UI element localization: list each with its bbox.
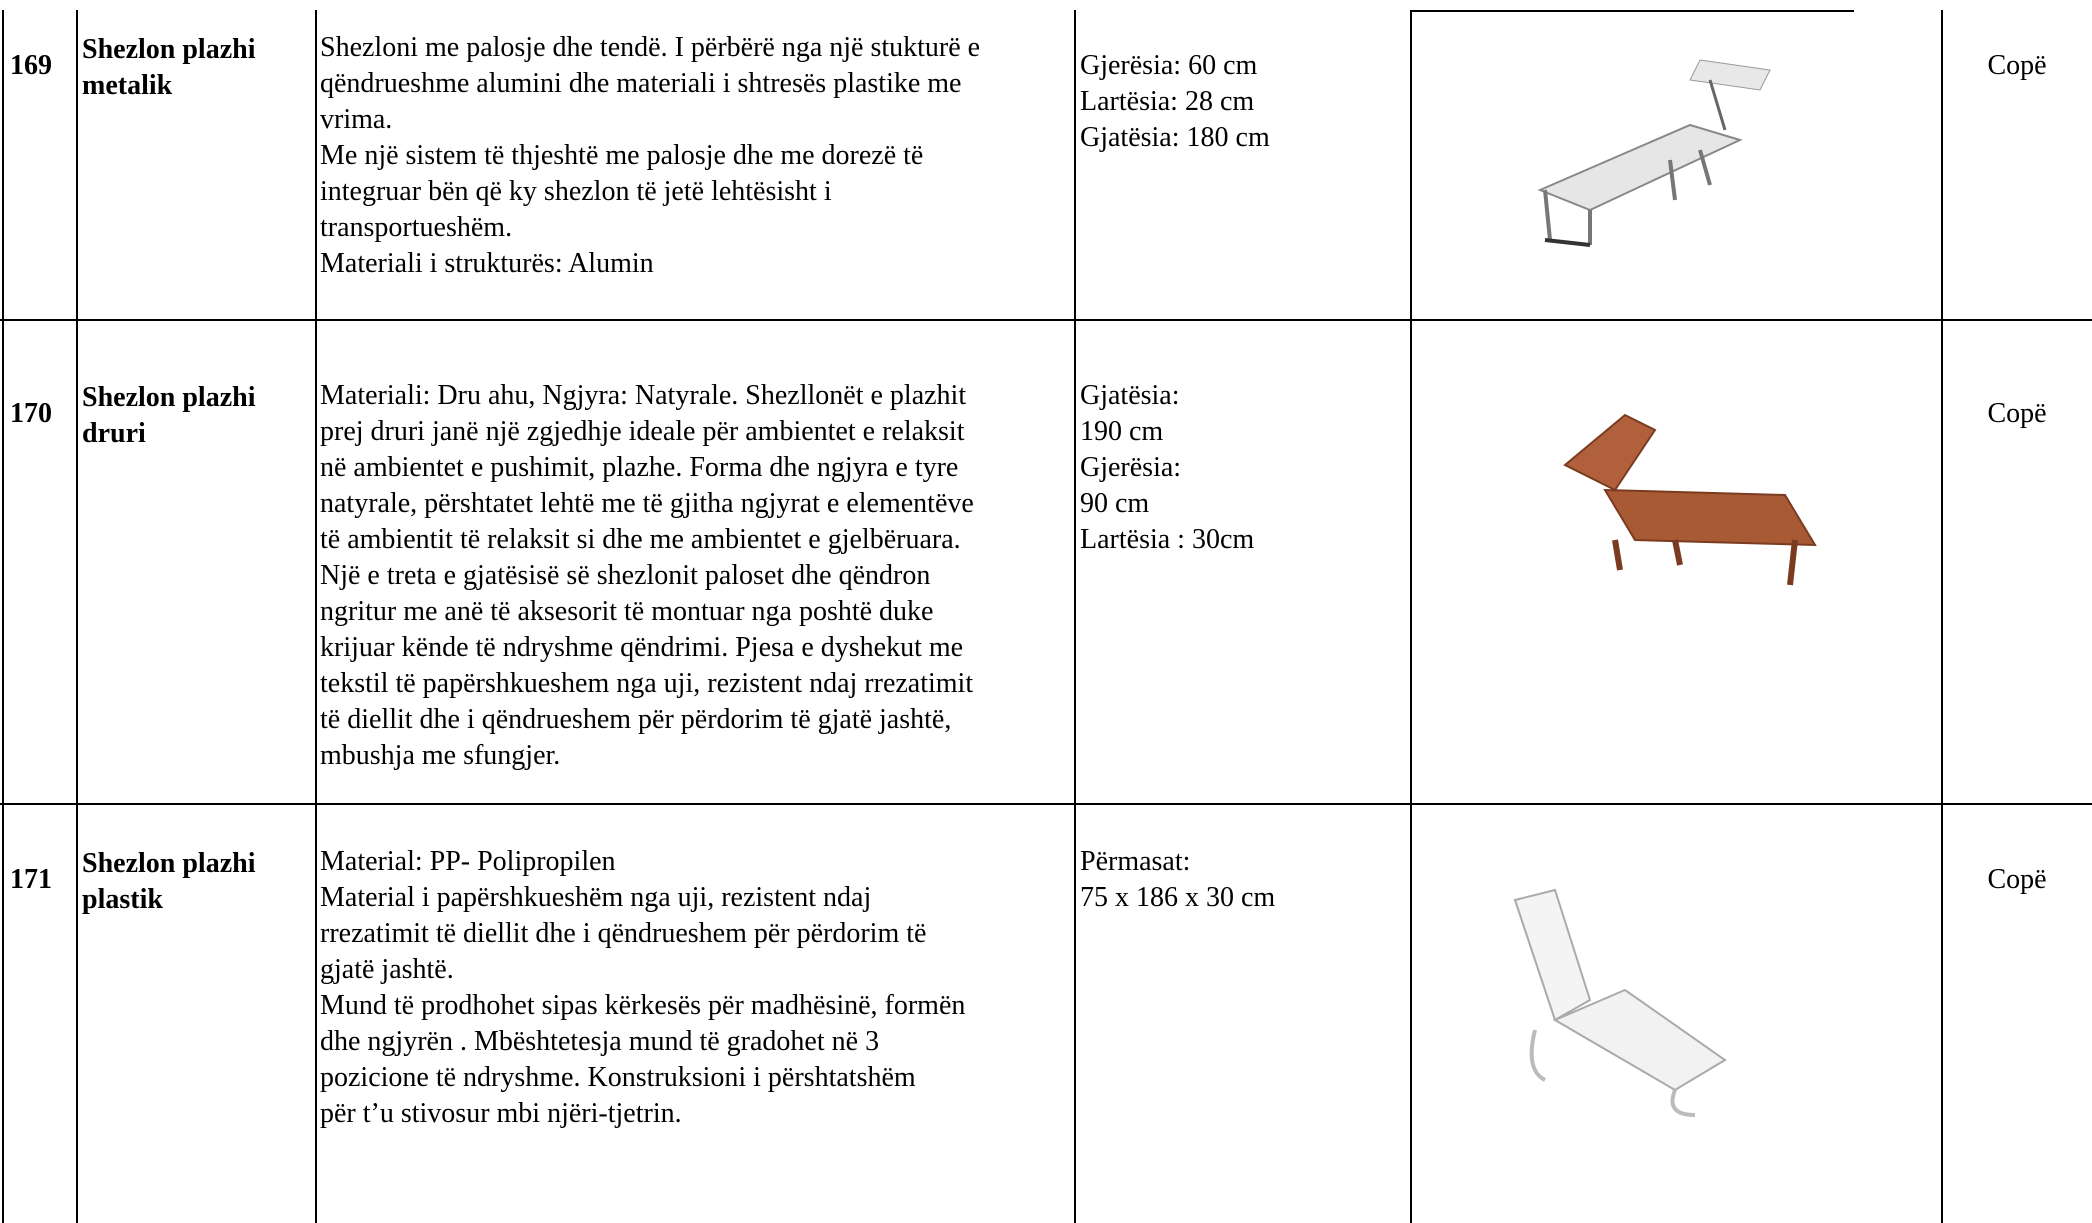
border bbox=[315, 10, 317, 1223]
description-line: ngritur me anë të aksesorit të montuar n… bbox=[320, 596, 934, 627]
description-line: mbushja me sfungjer. bbox=[320, 740, 561, 771]
description-line: Me një sistem të thjeshtë me palosje dhe… bbox=[320, 140, 924, 171]
description-line: pozicione të ndryshme. Konstruksioni i p… bbox=[320, 1062, 916, 1093]
dimension-line: Gjerësia: 60 cm bbox=[1080, 50, 1258, 81]
border bbox=[76, 10, 78, 1223]
description-line: Material: PP- Polipropilen bbox=[320, 846, 616, 877]
unit: Copë bbox=[1987, 864, 2047, 895]
dimension-line: 75 x 186 x 30 cm bbox=[1080, 882, 1276, 913]
description-line: qëndrueshme alumini dhe materiali i shtr… bbox=[320, 68, 962, 99]
border bbox=[0, 803, 2092, 805]
row-number: 169 bbox=[10, 50, 52, 81]
dimension-line: 190 cm bbox=[1080, 416, 1164, 447]
unit: Copë bbox=[1987, 50, 2047, 81]
product-name: metalik bbox=[82, 70, 173, 101]
description-line: Materiali i strukturës: Alumin bbox=[320, 248, 654, 279]
unit: Copë bbox=[1987, 398, 2047, 429]
description-line: të diellit dhe i qëndrueshem për përdori… bbox=[320, 704, 952, 735]
product-name: druri bbox=[82, 418, 146, 449]
border bbox=[1410, 10, 1412, 1223]
description-line: Shezloni me palosje dhe tendë. I përbërë… bbox=[320, 32, 981, 63]
dimension-line: Lartësia : 30cm bbox=[1080, 524, 1255, 555]
description-line: prej druri janë një zgjedhje ideale për … bbox=[320, 416, 965, 447]
description-line: natyrale, përshtatet lehtë me të gjitha … bbox=[320, 488, 974, 519]
description-line: integruar bën që ky shezlon të jetë leht… bbox=[320, 176, 832, 207]
description-line: të ambientit të relaksit si dhe me ambie… bbox=[320, 524, 961, 555]
description-line: transportueshëm. bbox=[320, 212, 513, 243]
description-line: Mund të prodhohet sipas kërkesës për mad… bbox=[320, 990, 966, 1021]
row-number: 171 bbox=[10, 864, 52, 895]
row-number: 170 bbox=[10, 398, 52, 429]
product-name: Shezlon plazhi bbox=[82, 848, 256, 879]
description-line: në ambientet e pushimit, plazhe. Forma d… bbox=[320, 452, 959, 483]
description-line: rrezatimit të diellit dhe i qëndrueshem … bbox=[320, 918, 927, 949]
description-line: dhe ngjyrën . Mbështetesja mund të grado… bbox=[320, 1026, 880, 1057]
border bbox=[1411, 10, 1854, 12]
description-line: tekstil të papërshkueshem nga uji, rezis… bbox=[320, 668, 974, 699]
border bbox=[0, 319, 2092, 321]
description-line: vrima. bbox=[320, 104, 393, 135]
dimension-line: Përmasat: bbox=[1080, 846, 1191, 877]
description-line: gjatë jashtë. bbox=[320, 954, 454, 985]
product-name: Shezlon plazhi bbox=[82, 34, 256, 65]
product-name: Shezlon plazhi bbox=[82, 382, 256, 413]
product-image bbox=[1513, 888, 1727, 1117]
product-name: plastik bbox=[82, 884, 163, 915]
dimension-line: Gjatësia: 180 cm bbox=[1080, 122, 1270, 153]
description-line: krijuar kënde të ndryshme qëndrimi. Pjes… bbox=[320, 632, 964, 663]
product-image bbox=[1563, 413, 1817, 586]
description-line: Material i papërshkueshëm nga uji, rezis… bbox=[320, 882, 872, 913]
description-line: Një e treta e gjatësisë së shezlonit pal… bbox=[320, 560, 931, 591]
dimension-line: Lartësia: 28 cm bbox=[1080, 86, 1255, 117]
dimension-line: Gjerësia: bbox=[1080, 452, 1182, 483]
dimension-line: Gjatësia: bbox=[1080, 380, 1180, 411]
border bbox=[1941, 10, 1943, 1223]
description-line: Materiali: Dru ahu, Ngjyra: Natyrale. Sh… bbox=[320, 380, 967, 411]
product-image bbox=[1537, 59, 1771, 247]
description-line: për t’u stivosur mbi njëri-tjetrin. bbox=[320, 1098, 682, 1129]
border bbox=[1074, 10, 1076, 1223]
dimension-line: 90 cm bbox=[1080, 488, 1150, 519]
border bbox=[2, 10, 4, 1223]
